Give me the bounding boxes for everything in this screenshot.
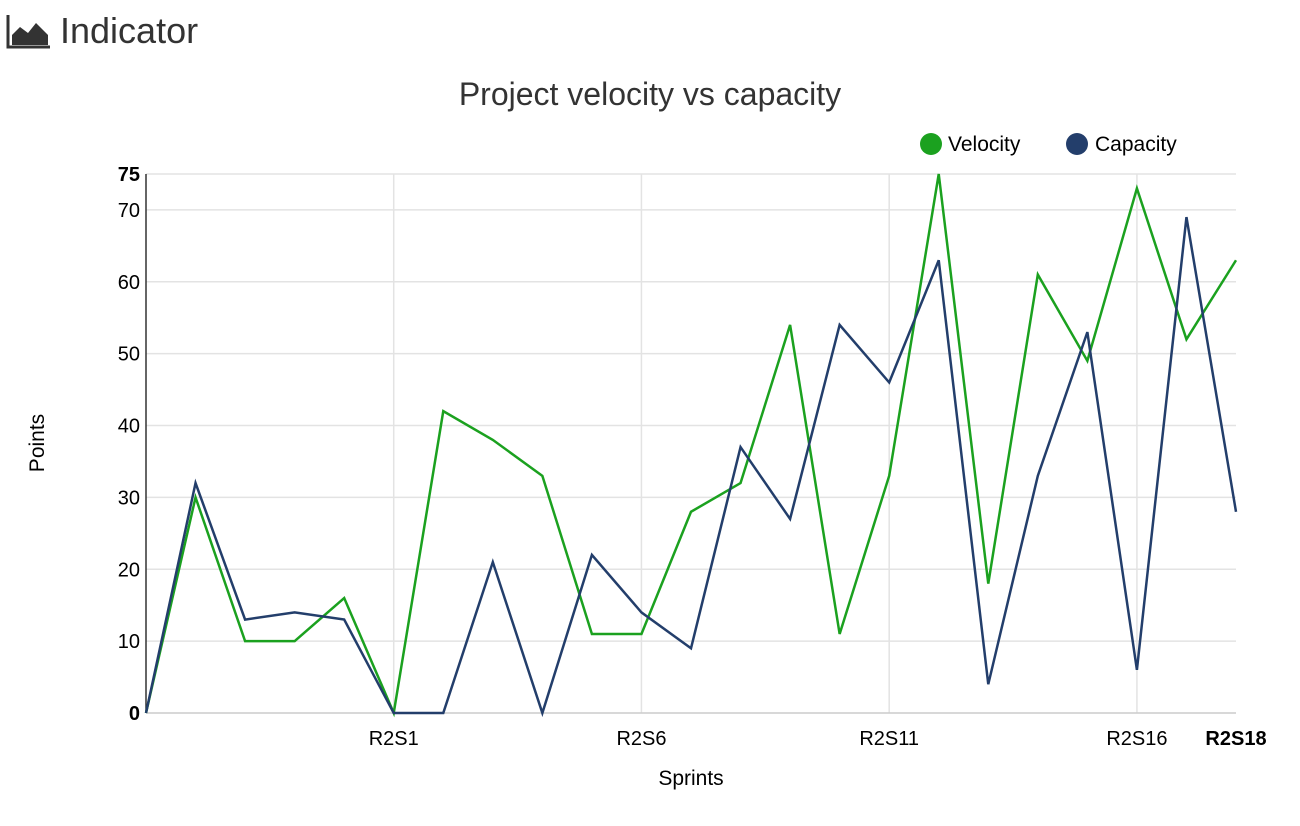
legend-label-capacity: Capacity — [1095, 133, 1177, 156]
y-tick-label: 30 — [118, 487, 140, 509]
page-title: Indicator — [60, 10, 199, 51]
legend-item-velocity[interactable]: Velocity — [920, 133, 1021, 156]
axes: 0 10 20 30 40 50 60 70 75 R2S1 R2S6 R2S11 R2S16 R2S18 — [118, 164, 1267, 750]
legend-marker-velocity — [920, 133, 942, 155]
x-tick-label: R2S16 — [1106, 728, 1167, 750]
legend-item-capacity[interactable]: Capacity — [1066, 133, 1177, 156]
x-axis-label: Sprints — [658, 767, 723, 790]
y-tick-label: 40 — [118, 416, 140, 438]
chart-title: Project velocity vs capacity — [459, 76, 841, 112]
x-tick-label: R2S18 — [1205, 728, 1266, 750]
y-tick-label: 0 — [129, 703, 140, 725]
y-tick-label: 10 — [118, 631, 140, 653]
legend-marker-capacity — [1066, 133, 1088, 155]
x-tick-label: R2S6 — [616, 728, 666, 750]
page-header: Indicator — [6, 10, 198, 52]
x-tick-label: R2S11 — [859, 728, 919, 750]
y-tick-label: 50 — [118, 344, 140, 366]
series-lines — [144, 173, 1238, 718]
series-line-capacity — [144, 216, 1238, 718]
x-tick-label: R2S1 — [369, 728, 419, 750]
grid — [146, 173, 1236, 713]
legend-label-velocity: Velocity — [948, 133, 1021, 156]
area-chart-icon — [6, 15, 50, 49]
y-axis-label: Points — [26, 414, 49, 472]
y-tick-label: 70 — [118, 200, 140, 222]
y-tick-label: 75 — [118, 164, 140, 186]
y-tick-label: 20 — [118, 559, 140, 581]
series-line-velocity — [144, 173, 1238, 718]
y-tick-label: 60 — [118, 272, 140, 294]
